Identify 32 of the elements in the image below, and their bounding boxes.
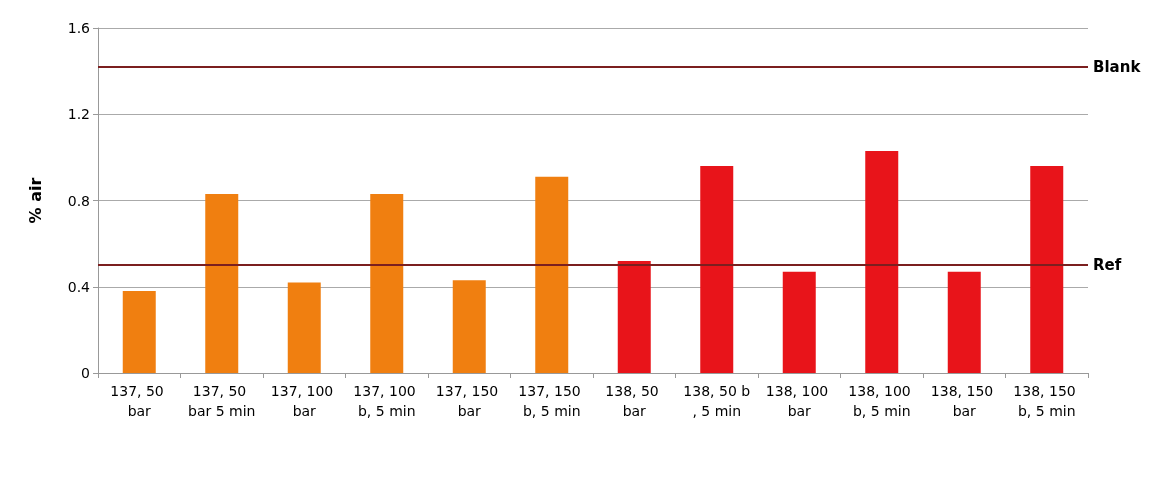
x-tick-label: 137, 50 bar 5 min xyxy=(188,383,256,419)
y-tick-label: 0.8 xyxy=(67,192,90,209)
y-tick-label: 0 xyxy=(81,365,90,381)
x-tick-label: 138, 50 bar xyxy=(605,383,664,419)
x-tick-label: 138, 150 bar xyxy=(930,383,998,419)
bar xyxy=(205,194,239,373)
ref-line-label: Ref xyxy=(1093,256,1122,275)
x-tick-label: 138, 50 b, 5 min xyxy=(683,383,751,419)
ref-line-label: Blank xyxy=(1093,57,1142,76)
bar xyxy=(122,291,156,373)
bar xyxy=(700,166,734,373)
x-tick-label: 138, 100 b, 5 min xyxy=(848,383,916,419)
bar xyxy=(947,271,981,373)
bar xyxy=(452,280,486,373)
bar xyxy=(865,150,899,373)
bar xyxy=(370,194,404,373)
x-tick-label: 137, 150 b, 5 min xyxy=(518,383,586,419)
x-tick-label: 137, 100 b, 5 min xyxy=(353,383,421,419)
bar xyxy=(617,260,651,373)
bar xyxy=(782,271,816,373)
y-axis-title: % air xyxy=(25,177,45,224)
y-tick-label: 0.4 xyxy=(67,278,91,295)
bar xyxy=(1030,166,1064,373)
x-tick-label: 138, 100 bar xyxy=(765,383,833,419)
x-tick-label: 137, 150 bar xyxy=(435,383,503,419)
bar xyxy=(287,282,321,373)
x-tick-label: 137, 50 bar xyxy=(110,383,169,419)
x-tick-label: 138, 150 b, 5 min xyxy=(1013,383,1081,419)
x-tick-label: 137, 100 bar xyxy=(270,383,338,419)
bar xyxy=(535,176,569,373)
y-tick-label: 1.6 xyxy=(67,20,91,36)
y-tick-label: 1.2 xyxy=(67,106,90,123)
